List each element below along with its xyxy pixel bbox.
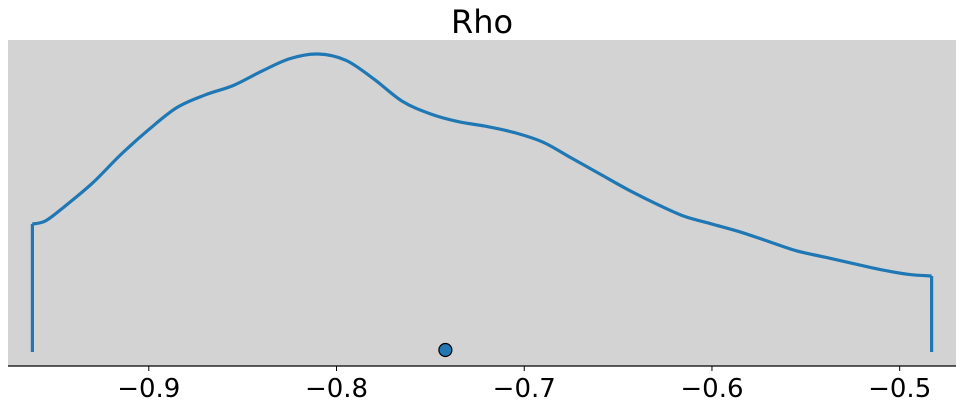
x-tick-label: −0.7 <box>493 374 556 404</box>
x-tick-label: −0.8 <box>305 374 368 404</box>
x-tick-label: −0.6 <box>680 374 743 404</box>
x-tick-label: −0.5 <box>868 374 931 404</box>
plot-background <box>8 40 956 366</box>
chart-title: Rho <box>451 3 513 41</box>
x-tick-label: −0.9 <box>117 374 180 404</box>
x-axis-ticks: −0.9 −0.8 −0.7 −0.6 −0.5 <box>117 366 931 404</box>
density-curve <box>32 52 932 278</box>
point-estimate-marker <box>438 342 453 358</box>
chart-marks <box>30 52 934 358</box>
